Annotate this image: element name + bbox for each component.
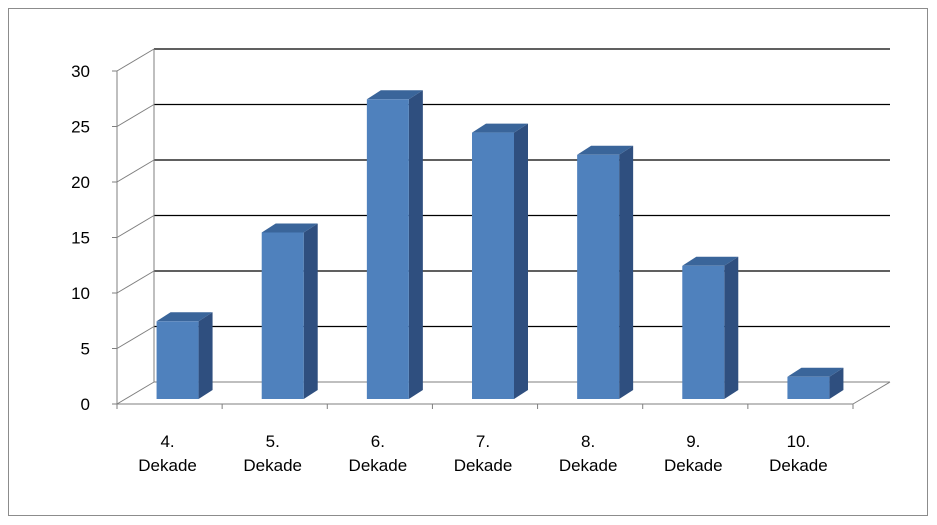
bar-front-face	[472, 132, 514, 399]
bar-front-face	[787, 376, 830, 399]
x-category-label: 10. Dekade	[769, 432, 828, 475]
gridline-connector	[116, 326, 155, 349]
bar-side-face	[724, 256, 739, 399]
bar	[261, 223, 318, 399]
y-tick-label: 5	[81, 340, 90, 359]
bar-front-face	[577, 154, 620, 399]
bar-top-face	[787, 367, 844, 377]
chart-frame	[8, 8, 928, 516]
x-category-label: 8. Dekade	[559, 432, 618, 475]
bar	[577, 145, 634, 399]
x-category-label: 9. Dekade	[664, 432, 723, 475]
gridline-connector	[116, 270, 155, 294]
bar	[366, 90, 423, 400]
bar-side-face	[619, 145, 634, 399]
x-category-label: 7. Dekade	[454, 432, 513, 475]
gridline-connector	[116, 215, 155, 238]
bar-side-face	[408, 90, 423, 400]
bar-side-face	[198, 312, 213, 399]
y-tick-label: 25	[71, 118, 90, 137]
bar-top-face	[577, 145, 634, 155]
y-tick-label: 15	[71, 229, 90, 248]
x-category-label: 4. Dekade	[138, 432, 197, 475]
gridline-connector	[116, 104, 155, 127]
y-tick-label: 30	[71, 62, 90, 81]
bar	[682, 256, 739, 399]
bar	[472, 123, 528, 399]
x-category-label: 6. Dekade	[349, 432, 408, 475]
gridline-connector	[116, 381, 155, 405]
bar-top-face	[472, 123, 528, 133]
x-category-label: 5. Dekade	[243, 432, 302, 475]
bars	[156, 90, 844, 400]
bar-front-face	[156, 321, 199, 399]
bar	[787, 367, 844, 399]
y-tick-label: 20	[71, 173, 90, 192]
gridline-connector	[116, 159, 155, 183]
bar-top-face	[156, 312, 213, 322]
gridline-connector	[116, 48, 155, 72]
bar-top-face	[261, 223, 318, 233]
floor-right-edge	[852, 381, 891, 405]
bar-side-face	[303, 223, 318, 399]
labels: 0 5 10 15 20 25 30 4. Dekade 5. Dekade 6. Dekade 7. De…	[71, 62, 828, 475]
y-tick-label: 10	[71, 284, 90, 303]
bar-front-face	[261, 232, 304, 399]
bar	[156, 312, 213, 399]
bar-front-face	[366, 99, 409, 400]
bar-top-face	[366, 90, 423, 100]
bar-front-face	[682, 265, 725, 399]
bar-side-face	[829, 367, 844, 399]
y-tick-label: 0	[81, 395, 90, 414]
bar-top-face	[682, 256, 739, 266]
bar-side-face	[514, 123, 528, 399]
